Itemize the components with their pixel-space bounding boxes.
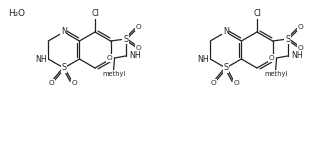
Text: O: O: [269, 55, 275, 61]
Text: NH: NH: [129, 52, 141, 60]
Text: O: O: [211, 80, 217, 86]
Text: O: O: [107, 55, 112, 61]
Text: O: O: [136, 24, 142, 30]
Text: O: O: [49, 80, 55, 86]
Text: S: S: [61, 63, 66, 73]
Text: S: S: [285, 35, 290, 43]
Text: Cl: Cl: [253, 10, 261, 18]
Text: methyl: methyl: [102, 71, 125, 77]
Text: O: O: [234, 80, 240, 86]
Text: Cl: Cl: [91, 10, 99, 18]
Text: NH: NH: [198, 55, 209, 63]
Text: methyl: methyl: [264, 71, 287, 77]
Text: N: N: [223, 28, 229, 36]
Text: N: N: [61, 28, 67, 36]
Text: NH: NH: [36, 55, 47, 63]
Text: O: O: [298, 24, 303, 30]
Text: S: S: [123, 35, 128, 43]
Text: S: S: [223, 63, 228, 73]
Text: O: O: [298, 45, 303, 51]
Text: NH: NH: [292, 52, 303, 60]
Text: O: O: [136, 45, 142, 51]
Text: O: O: [72, 80, 78, 86]
Text: H₂O: H₂O: [8, 10, 25, 18]
